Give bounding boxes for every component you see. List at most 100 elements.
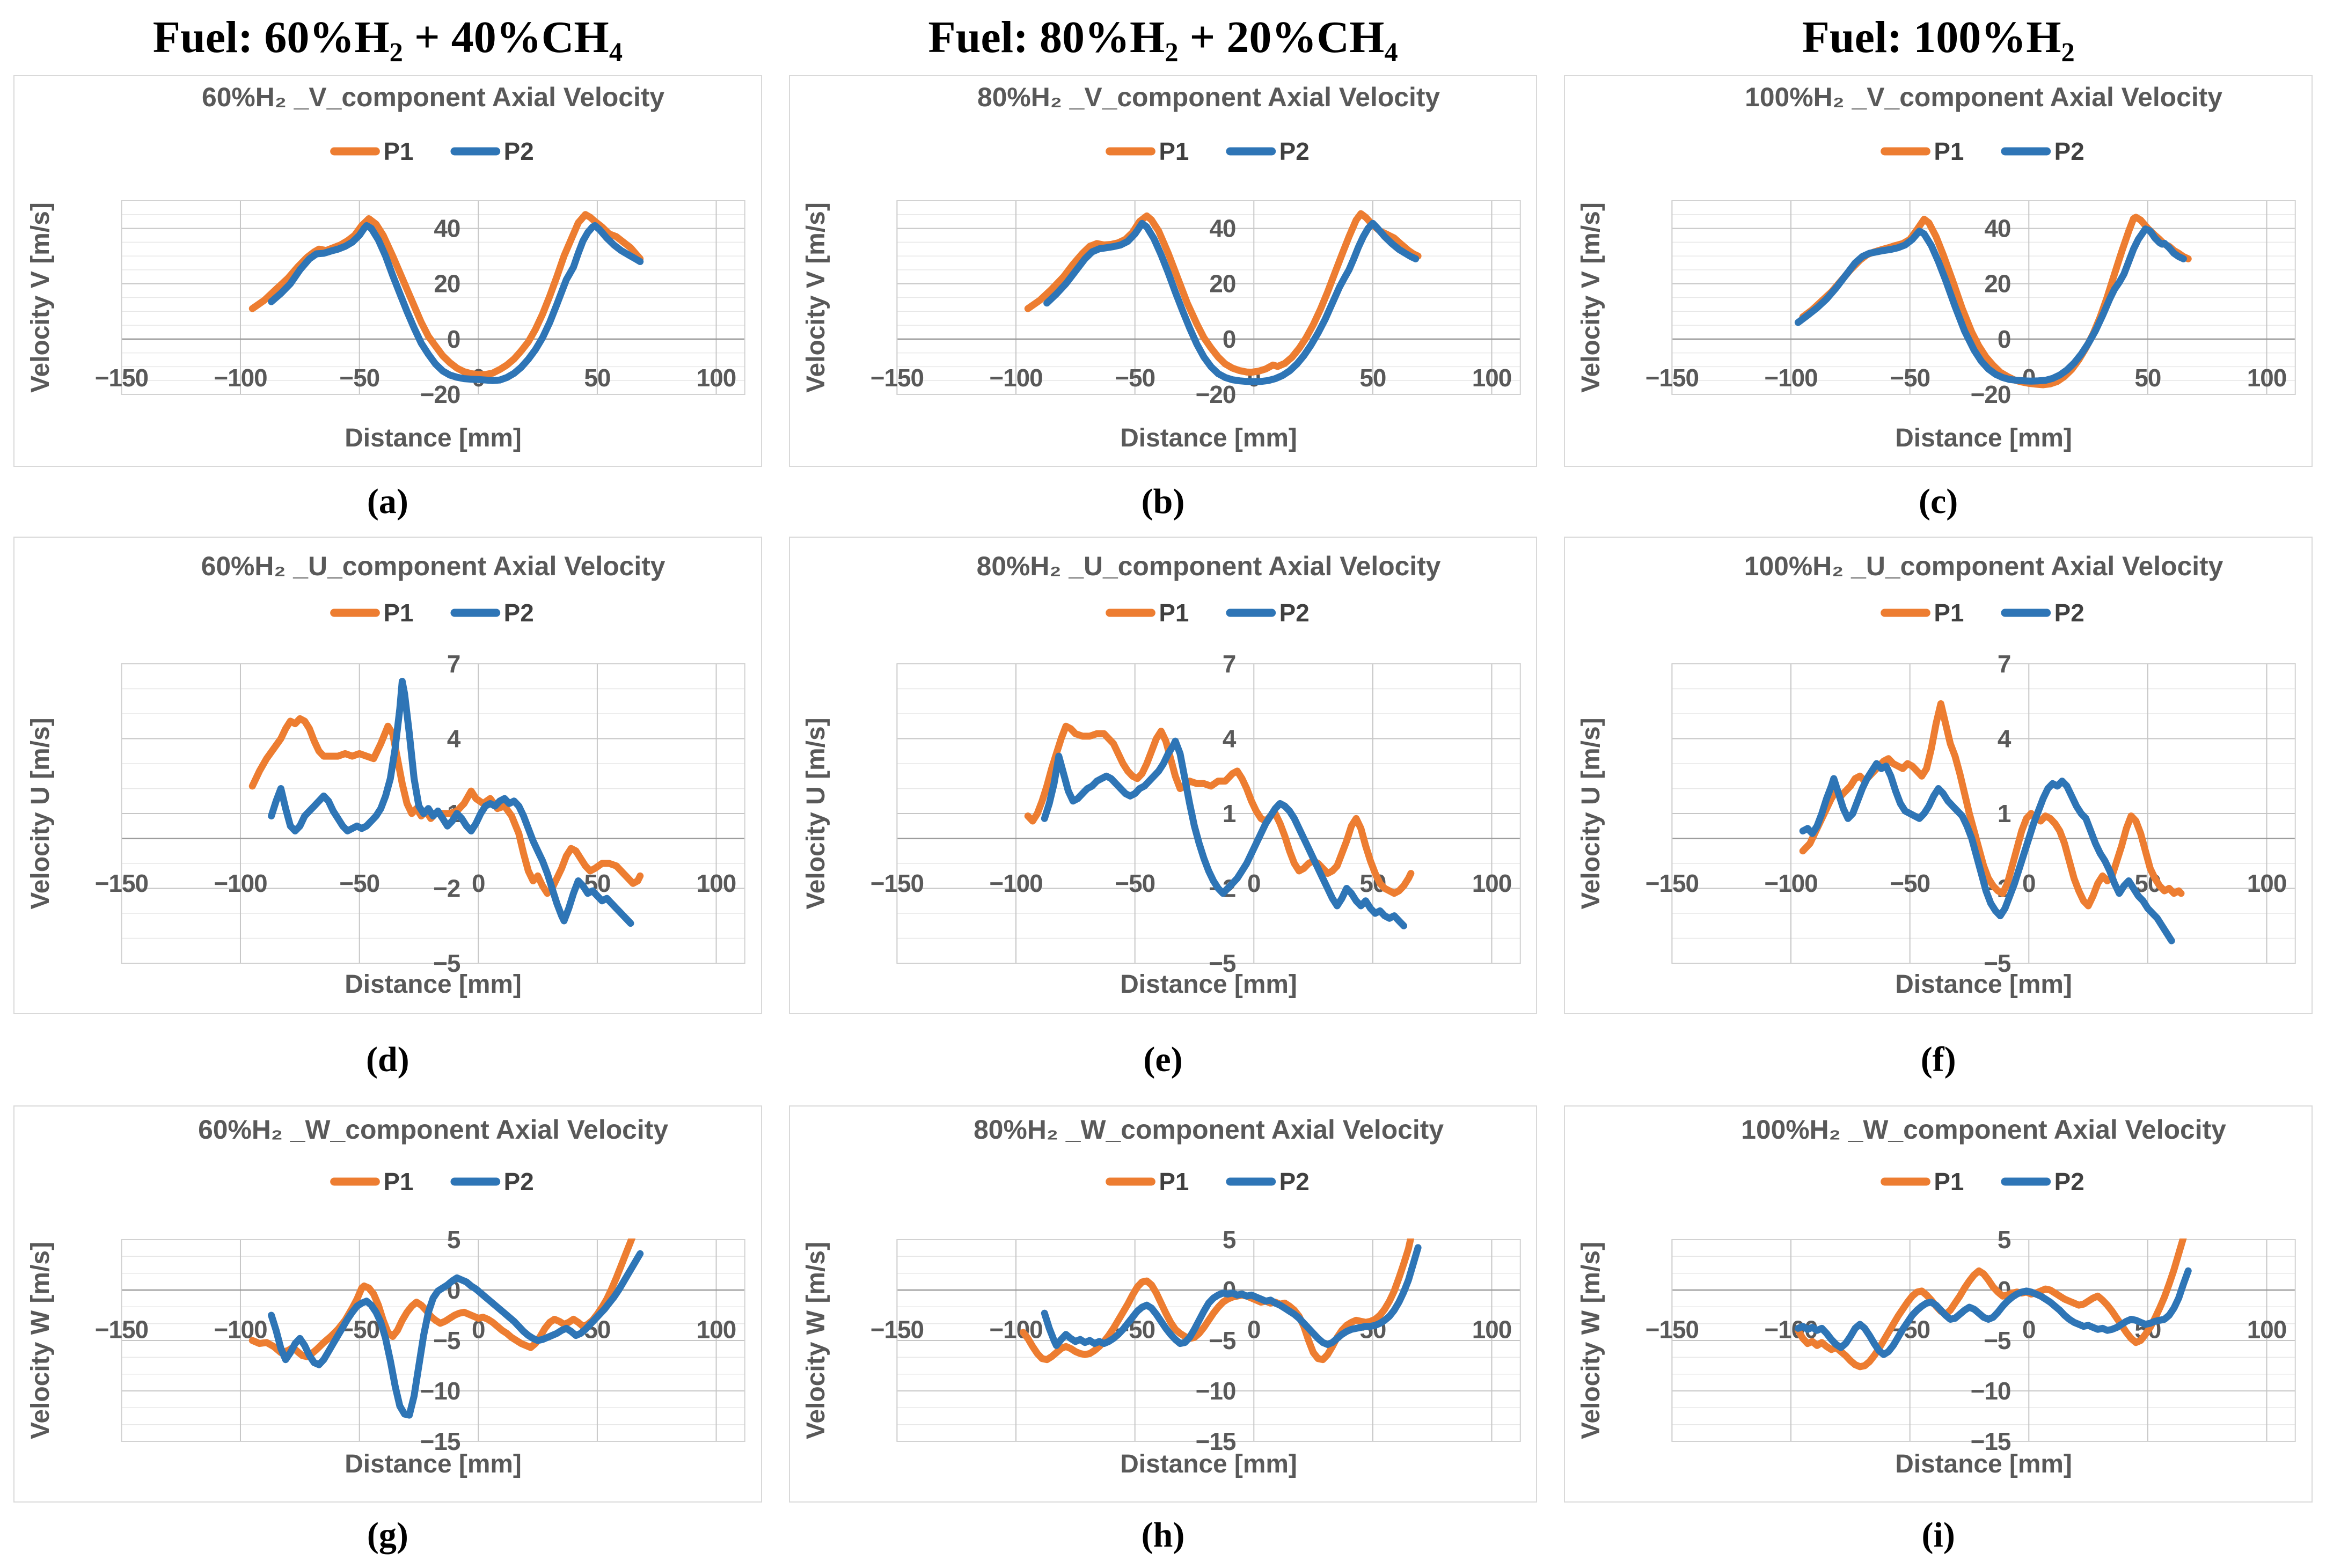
y-tick-label: 4 (1223, 724, 1237, 752)
x-tick-label: −50 (1890, 364, 1930, 392)
y-tick-label: −20 (1195, 380, 1235, 408)
y-axis-title: Velocity U [m/s] (1577, 717, 1605, 909)
series-lines (248, 1239, 644, 1419)
legend-label-P1: P1 (1159, 137, 1189, 165)
chart-area-a: 40 20 0 −20 −150 −100 −50 0 50 100 60%H₂ _V_compon… (13, 75, 762, 467)
gridlines (121, 663, 745, 964)
chart-panel-e: 7 4 1 −2 −5 −150 −100 −50 0 50 100 80%H₂ _U_compone… (776, 537, 1551, 1105)
x-tick-label: −100 (214, 364, 267, 392)
series-lines (1795, 1239, 2192, 1371)
series-lines (1019, 1239, 1422, 1364)
y-axis-title: Velocity W [m/s] (802, 1242, 830, 1439)
y-axis-title: Velocity U [m/s] (26, 717, 55, 909)
chart-panel-d: 7 4 1 −2 −5 −150 −100 −50 0 50 100 60%H₂ _U_compone… (0, 537, 776, 1105)
x-tick-label: −50 (339, 364, 379, 392)
x-tick-label: −150 (1645, 1315, 1699, 1343)
chart-panel-c: 40 20 0 −20 −150 −100 −50 0 50 100 100%H₂ _V_compo… (1550, 75, 2326, 537)
y-tick-label: −15 (1195, 1427, 1235, 1455)
legend-label-P2: P2 (1279, 137, 1309, 165)
y-tick-label: 1 (1998, 800, 2011, 827)
series-lines (1795, 214, 2192, 389)
y-tick-label: 20 (1209, 270, 1235, 298)
y-tick-label: 40 (1985, 215, 2011, 243)
series-P1 (1019, 1239, 1414, 1364)
chart-area-i: 5 0 −5 −10 −15 −150 −100 −50 0 50 100 100%H₂ _W_com… (1564, 1105, 2313, 1503)
y-tick-label: −2 (433, 874, 460, 902)
y-tick-label: 0 (1223, 325, 1236, 353)
y-tick-label: 7 (1998, 650, 2011, 678)
legend: P1 P2 (1105, 1168, 1309, 1196)
x-tick-label: −150 (1645, 364, 1699, 392)
chart-area-h: 5 0 −5 −10 −15 −150 −100 −50 0 50 100 80%H₂ _W_comp… (788, 1105, 1538, 1503)
legend-label-P2: P2 (504, 1168, 534, 1196)
chart-title: 60%H₂ _W_component Axial Velocity (198, 1115, 668, 1145)
x-tick-label: −150 (870, 869, 923, 897)
x-tick-label: −100 (214, 1315, 267, 1343)
x-tick-label: −100 (1765, 869, 1818, 897)
x-tick-label: 100 (697, 1315, 736, 1343)
x-tick-label: −100 (989, 364, 1042, 392)
chart-panel-g: 5 0 −5 −10 −15 −150 −100 −50 0 50 100 60%H₂ _W_comp… (0, 1105, 776, 1568)
y-tick-label: −20 (420, 380, 460, 408)
row-w-component: 5 0 −5 −10 −15 −150 −100 −50 0 50 100 60%H₂ _W_comp… (0, 1105, 2326, 1568)
x-tick-label: −150 (95, 1315, 148, 1343)
y-tick-label: 20 (1985, 270, 2011, 298)
y-tick-label: 4 (1998, 724, 2012, 752)
x-tick-label: 0 (1247, 869, 1261, 897)
chart-title: 100%H₂ _V_component Axial Velocity (1745, 82, 2222, 112)
tick-labels: 50−5−10−15−150 −100 −50 0 50 100 (870, 1226, 1512, 1455)
row-u-component: 7 4 1 −2 −5 −150 −100 −50 0 50 100 60%H₂ _U_compone… (0, 537, 2326, 1105)
y-tick-label: 4 (447, 724, 461, 752)
chart-title: 60%H₂ _U_component Axial Velocity (201, 551, 665, 581)
legend-label-P1: P1 (1934, 137, 1964, 165)
chart-panel-a: 40 20 0 −20 −150 −100 −50 0 50 100 60%H₂ _V_compon… (0, 75, 776, 537)
legend-label-P1: P1 (1934, 599, 1964, 627)
legend-label-P1: P1 (383, 599, 413, 627)
x-tick-label: 100 (1472, 869, 1511, 897)
chart-title: 100%H₂ _W_component Axial Velocity (1742, 1115, 2227, 1145)
y-axis-title: Velocity U [m/s] (802, 717, 830, 909)
legend-label-P1: P1 (1934, 1168, 1964, 1196)
y-axis-title: Velocity W [m/s] (26, 1242, 55, 1439)
legend: P1 P2 (1881, 1168, 2084, 1196)
x-tick-label: −150 (95, 364, 148, 392)
y-tick-label: 0 (447, 325, 460, 353)
x-tick-label: 100 (1472, 364, 1511, 392)
legend: P1 P2 (330, 1168, 534, 1196)
chart-title: 100%H₂ _U_component Axial Velocity (1744, 551, 2223, 581)
y-tick-label: −20 (1971, 380, 2011, 408)
x-axis-title: Distance [mm] (1896, 424, 2073, 452)
x-axis-title: Distance [mm] (345, 1450, 522, 1478)
tick-labels: 741−2−5−150 −100 −50 0 50 100 (870, 650, 1512, 977)
x-tick-label: −150 (870, 1315, 923, 1343)
panel-caption-d: (d) (365, 1040, 409, 1079)
x-tick-label: 0 (472, 869, 485, 897)
x-tick-label: −100 (989, 869, 1042, 897)
y-tick-label: −10 (1971, 1377, 2011, 1405)
legend-label-P1: P1 (1159, 1168, 1189, 1196)
y-tick-label: −15 (1971, 1427, 2011, 1455)
y-tick-label: 7 (447, 650, 460, 678)
x-tick-label: −150 (95, 869, 148, 897)
gridlines (1671, 200, 2296, 395)
chart-panel-i: 5 0 −5 −10 −15 −150 −100 −50 0 50 100 100%H₂ _W_com… (1550, 1105, 2326, 1568)
y-tick-label: −5 (1209, 1327, 1236, 1354)
legend-label-P1: P1 (1159, 599, 1189, 627)
y-tick-label: −5 (433, 949, 460, 977)
y-tick-label: 5 (1223, 1226, 1236, 1254)
x-tick-label: 0 (2022, 869, 2036, 897)
x-axis-title: Distance [mm] (1120, 970, 1297, 999)
x-tick-label: −100 (1765, 364, 1818, 392)
series-lines (1024, 210, 1422, 385)
y-tick-label: 40 (434, 215, 460, 243)
series-P2 (1795, 1267, 2192, 1358)
series-P2 (1041, 1244, 1422, 1349)
x-axis-title: Distance [mm] (1120, 1450, 1297, 1478)
series-P2 (1043, 219, 1419, 385)
legend: P1 P2 (1881, 137, 2084, 165)
y-tick-label: 7 (1223, 650, 1236, 678)
panel-caption-e: (e) (1143, 1040, 1183, 1079)
